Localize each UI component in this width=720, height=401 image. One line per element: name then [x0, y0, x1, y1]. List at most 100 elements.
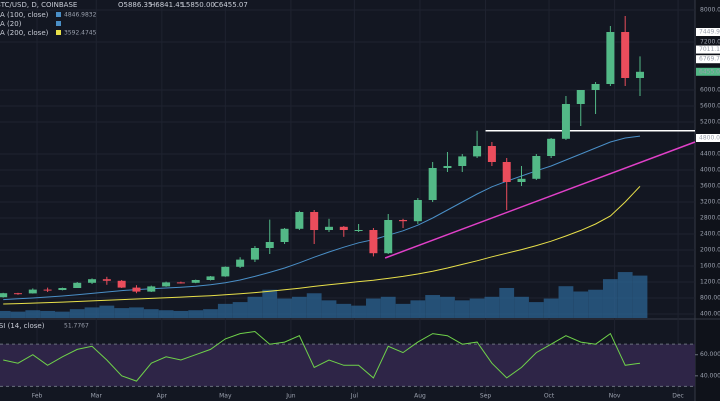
x-tick-label: Feb	[32, 393, 43, 400]
volume-bar	[617, 272, 633, 318]
volume-bar	[588, 289, 603, 318]
volume-bar	[395, 303, 411, 318]
price-label: 4800.00	[699, 135, 720, 142]
candle-body	[428, 168, 437, 200]
candle-body	[132, 287, 141, 292]
candle-body	[547, 138, 556, 156]
candle-body	[310, 212, 319, 230]
candle-body	[324, 226, 333, 230]
price-label: 6455.07	[699, 68, 720, 75]
legend-name: MA (200, close)	[0, 29, 49, 37]
price-label: 7449.99	[699, 29, 720, 36]
volume-bar	[99, 305, 115, 318]
x-tick-label: Dec	[672, 393, 684, 400]
volume-bar	[336, 303, 352, 318]
candle-body	[443, 166, 452, 168]
volume-bar	[440, 296, 455, 318]
y-tick-label: 2800.00	[700, 215, 720, 222]
candle-body	[250, 248, 259, 260]
y-tick-label: 5600.00	[700, 103, 720, 110]
y-tick-label: 400.00	[700, 311, 720, 318]
volume-bar	[10, 311, 26, 318]
candle-body	[413, 200, 422, 222]
legend-name: MA (20)	[0, 20, 22, 28]
candle-body	[43, 289, 52, 291]
rsi-tick-label: 40.0000	[700, 372, 720, 379]
volume-bar	[484, 296, 500, 318]
volume-bar	[84, 307, 100, 318]
volume-bar	[366, 298, 381, 318]
candle-body	[561, 104, 570, 139]
candle-body	[621, 32, 630, 78]
candle-body	[191, 280, 200, 283]
volume-bar	[0, 310, 11, 318]
candle-body	[369, 230, 378, 254]
volume-bar	[528, 302, 544, 318]
candle-body	[221, 266, 230, 277]
volume-bar	[25, 310, 41, 318]
volume-bar	[262, 289, 278, 318]
price-label-box	[696, 45, 720, 54]
y-tick-label: 8000.00	[700, 7, 720, 14]
volume-bar	[203, 309, 218, 318]
y-tick-label: 2000.00	[700, 247, 720, 254]
price-label: 6769.74	[699, 56, 720, 63]
candle-body	[473, 146, 482, 157]
candle-body	[606, 32, 615, 84]
candle-body	[487, 146, 496, 162]
volume-bar	[143, 309, 159, 318]
x-tick-label: Oct	[544, 393, 555, 400]
candle-body	[28, 289, 37, 294]
candle-body	[162, 282, 171, 287]
volume-bar	[129, 307, 144, 318]
candle-body	[280, 228, 289, 242]
candle-body	[576, 90, 585, 104]
y-tick-label: 1200.00	[700, 279, 720, 286]
volume-bar	[543, 298, 559, 318]
rsi-tick-label: 60.0000	[700, 351, 720, 358]
legend-value: 3592.4745	[64, 30, 97, 37]
volume-bar	[158, 310, 174, 318]
candle-body	[517, 178, 526, 182]
volume-bar	[514, 296, 529, 318]
x-tick-label: Sep	[480, 393, 492, 400]
x-tick-label: Jul	[350, 393, 359, 400]
price-label: 7011.10	[699, 46, 720, 53]
volume-bar	[40, 310, 56, 318]
volume-bar	[306, 293, 322, 318]
y-tick-label: 1600.00	[700, 263, 720, 270]
candle-body	[206, 276, 215, 280]
volume-bar	[469, 298, 485, 318]
y-tick-label: 7200.00	[700, 39, 720, 46]
candle-body	[117, 280, 126, 288]
volume-bar	[217, 303, 233, 318]
moving-average	[3, 185, 641, 305]
volume-bar	[351, 305, 367, 318]
candle-body	[0, 293, 8, 298]
candle-body	[265, 242, 274, 248]
volume-bar	[277, 298, 292, 318]
volume-bar	[247, 296, 263, 318]
candle-body	[58, 288, 67, 290]
price-label-box	[696, 55, 720, 64]
volume-bar	[173, 310, 189, 318]
y-tick-label: 2400.00	[700, 231, 720, 238]
candle-body	[176, 282, 185, 284]
ohlc-label: O5886.35	[118, 1, 152, 9]
legend-swatch	[56, 30, 61, 35]
y-tick-label: 6000.00	[700, 87, 720, 94]
ohlc-label: L5850.00	[182, 1, 215, 9]
volume-bar	[380, 296, 396, 318]
volume-bar	[188, 310, 204, 318]
volume-bar	[558, 286, 574, 318]
price-axis-panel	[695, 0, 720, 401]
candle-body	[295, 212, 304, 229]
y-tick-label: 800.00	[700, 295, 720, 302]
candle-body	[73, 282, 82, 288]
y-tick-label: 3600.00	[700, 183, 720, 190]
volume-bar	[232, 302, 248, 318]
candle-body	[354, 230, 363, 231]
volume-bar	[454, 300, 470, 318]
